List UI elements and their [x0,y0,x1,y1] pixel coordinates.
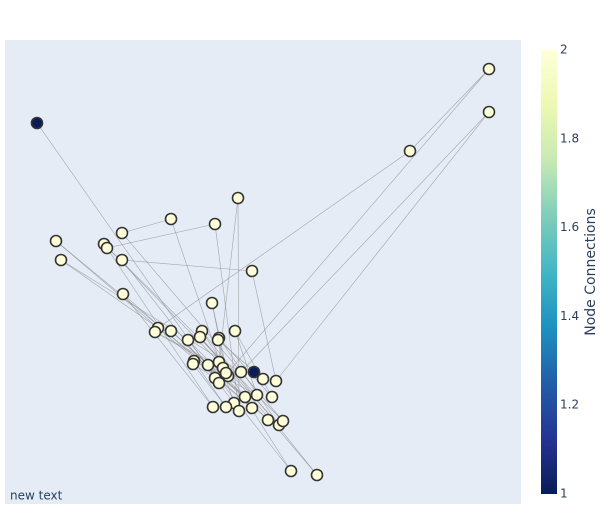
annotation: new text [10,489,63,503]
edge [199,336,280,426]
node [115,226,129,240]
edge [60,259,159,329]
edge [214,223,240,412]
node [211,333,225,347]
node [265,390,279,404]
node [181,333,195,347]
node [276,414,290,428]
node [231,191,245,205]
node [186,357,200,371]
node [148,325,162,339]
colorbar-ticks: 1 1.2 1.4 1.6 1.8 2 [560,43,579,501]
edge [409,68,490,152]
edge [218,337,273,398]
node [116,287,130,301]
node [206,400,220,414]
node [212,376,226,390]
node [208,217,222,231]
edge [251,270,277,382]
node [245,401,259,415]
node [403,144,417,158]
node [310,468,324,482]
node [164,212,178,226]
node [49,234,63,248]
node [269,374,283,388]
node [201,358,215,372]
edge [218,68,490,384]
node [219,400,233,414]
edge [157,150,411,329]
edge [234,330,258,396]
node [234,365,248,379]
node [54,253,68,267]
edge [240,111,490,373]
node [115,253,129,267]
node [245,264,259,278]
colorbar-tick-label: 1.4 [560,309,579,323]
node [256,372,270,386]
colorbar-tick-label: 2 [560,43,568,57]
node [232,404,246,418]
colorbar-tick-label: 1.2 [560,398,579,412]
edge [60,259,242,373]
edge [122,293,214,408]
node [164,324,178,338]
colorbar-tick-label: 1.8 [560,131,579,145]
edge [218,337,280,426]
node [238,390,252,404]
colorbar-title: Node Connections [583,208,599,336]
node [284,464,298,478]
colorbar [541,50,557,494]
node [205,296,219,310]
plot-area [5,40,521,504]
node [482,105,496,119]
edge [275,111,490,382]
edge [121,218,172,234]
edge [234,330,273,398]
node [261,413,275,427]
edge [192,363,227,408]
node [30,116,44,130]
edge [55,240,246,398]
edge [193,360,227,408]
nodes [30,62,496,482]
node [193,330,207,344]
colorbar-tick-label: 1.6 [560,220,579,234]
node [228,324,242,338]
node [482,62,496,76]
node [247,365,261,379]
colorbar-tick-label: 1 [560,487,568,501]
node [100,241,114,255]
edge [106,223,216,249]
node [250,388,264,402]
node [219,366,233,380]
